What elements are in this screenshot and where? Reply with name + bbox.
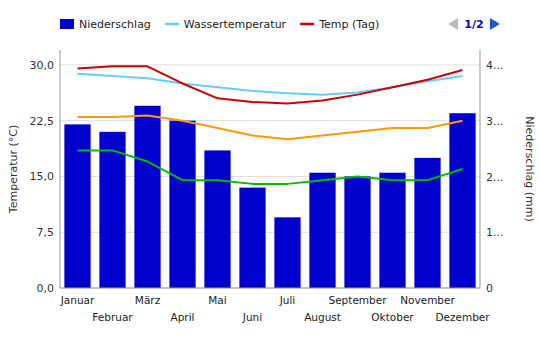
bar [239, 188, 265, 288]
bar [204, 150, 230, 288]
grid [60, 65, 480, 288]
x-tick-label: Dezember [435, 311, 490, 323]
legend-item: Wassertemperatur [165, 18, 287, 31]
grid-line [60, 288, 480, 289]
line [78, 150, 463, 183]
background [0, 0, 541, 350]
legend-label: Temp (Tag) [318, 18, 379, 31]
x-tick-label: April [171, 311, 195, 323]
x-tick-label: Januar [60, 294, 95, 306]
x-tick-label: August [304, 311, 341, 323]
y2-tick-label: 3... [486, 115, 504, 128]
line [78, 115, 463, 139]
x-tick-label: Mai [208, 294, 226, 306]
x-tick-label: Juli [279, 294, 296, 306]
page-next-arrow [490, 18, 500, 30]
y2-tick-label: 0 [486, 282, 493, 295]
y-axis-line [60, 50, 61, 288]
legend: Niederschlag Wassertemperatur Temp (Tag) [60, 18, 379, 31]
legend-swatch [300, 23, 314, 26]
y-tick-label: 0,0 [37, 282, 55, 295]
x-tick-label: Oktober [371, 311, 414, 323]
y-tick-label: 7,5 [37, 226, 55, 239]
bar [379, 173, 405, 288]
legend-swatch [165, 23, 179, 26]
grid-line [60, 120, 480, 121]
grid-line [60, 64, 480, 65]
bar [64, 124, 90, 288]
bar [344, 176, 370, 288]
y2-axis-label: Niederschlag (mm) [523, 116, 536, 221]
y2-tick-label: 1... [486, 226, 504, 239]
chart: 0,0 7,5 15,0 22,5 30,0 0 1... 2... 3... 4... Tempe… [0, 0, 541, 350]
line [78, 66, 463, 103]
bar [169, 121, 195, 288]
x-axis-line [60, 288, 480, 289]
x-tick-label: November [400, 294, 455, 306]
bar [99, 132, 125, 288]
bar [274, 217, 300, 288]
legend-label: Wassertemperatur [184, 18, 287, 31]
x-tick-label: März [135, 294, 161, 306]
y-tick-label: 30,0 [30, 59, 55, 72]
legend-item: Niederschlag [60, 18, 151, 31]
page-indicator: 1/2 [448, 18, 500, 31]
annotation: 1/2 [464, 18, 483, 31]
y2-tick-label: 2... [486, 171, 504, 184]
legend-item: Temp (Tag) [300, 18, 379, 31]
y-tick-label: 22,5 [30, 115, 55, 128]
page-prev-arrow [448, 18, 458, 30]
x-tick-label: Juni [242, 311, 262, 323]
legend-label: Niederschlag [79, 18, 151, 31]
y2-tick-label: 4... [486, 59, 504, 72]
bar [134, 106, 160, 288]
plot-area [64, 66, 475, 288]
x-tick-label: September [328, 294, 387, 306]
y-tick-label: 15,0 [30, 170, 55, 183]
y-axis-label: Temperatur (°C) [7, 125, 20, 214]
bar [309, 173, 335, 288]
axes [60, 50, 480, 288]
y2-axis-line [480, 50, 481, 288]
legend-swatch [60, 19, 74, 29]
bar [449, 113, 475, 288]
x-tick-label: Februar [92, 311, 133, 323]
